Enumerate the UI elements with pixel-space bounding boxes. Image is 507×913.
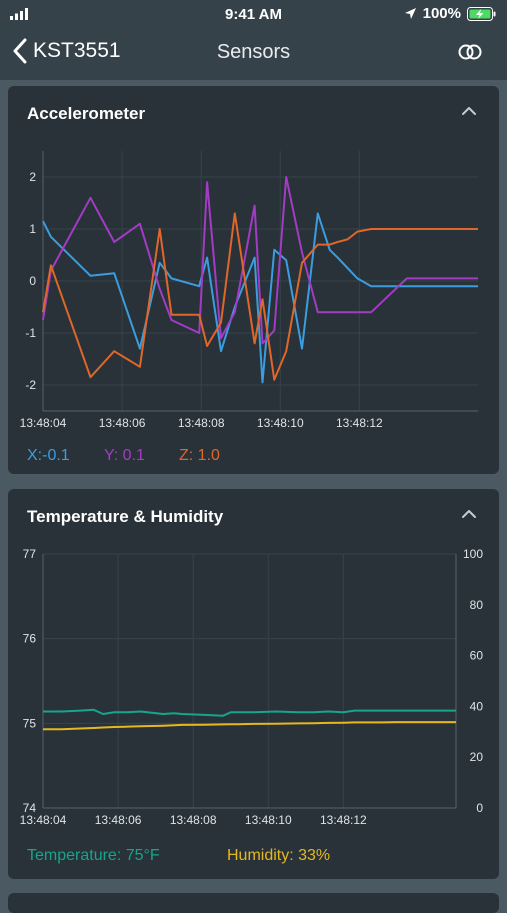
series-line-humidity bbox=[43, 721, 456, 731]
accel-legend-y: Y: 0.1 bbox=[104, 447, 145, 464]
series-line-y bbox=[42, 176, 478, 345]
x-tick-label: 13:48:10 bbox=[257, 416, 304, 430]
chevron-up-icon[interactable] bbox=[461, 106, 477, 116]
y-tick-label: 0 bbox=[29, 274, 36, 288]
y-right-tick-label: 20 bbox=[470, 750, 484, 764]
series-line-z bbox=[42, 212, 478, 381]
battery-percent: 100% bbox=[422, 5, 461, 22]
accel-legend-x: X:-0.1 bbox=[27, 447, 70, 464]
accel-legend-z: Z: 1.0 bbox=[179, 447, 220, 464]
y-tick-label: -1 bbox=[25, 326, 36, 340]
temperature-humidity-card: Temperature & Humidity 74 75 76 77 0 20 40 60 80… bbox=[8, 489, 499, 879]
temperature-humidity-chart: 74 75 76 77 0 20 40 60 80 100 13:48:04 13:48:06 13:4… bbox=[20, 547, 484, 827]
card-title: Temperature & Humidity bbox=[27, 507, 224, 526]
accelerometer-card: Accelerometer -2 -1 0 1 2 13:48:04 13:48:06 13:… bbox=[8, 86, 499, 474]
status-bar: 9:41 AM 100% bbox=[0, 0, 507, 28]
y-tick-label: 1 bbox=[29, 222, 36, 236]
y-left-tick-label: 77 bbox=[23, 547, 37, 561]
y-left-tick-label: 74 bbox=[23, 801, 37, 815]
chevron-up-icon[interactable] bbox=[461, 509, 477, 519]
battery-charging-icon bbox=[467, 6, 496, 21]
y-tick-label: 2 bbox=[29, 170, 36, 184]
x-tick-label: 13:48:06 bbox=[99, 416, 146, 430]
next-sensor-card bbox=[8, 893, 499, 913]
x-tick-label: 13:48:10 bbox=[245, 813, 292, 827]
signal-icon bbox=[10, 8, 28, 20]
y-right-tick-label: 0 bbox=[476, 801, 483, 815]
x-tick-label: 13:48:04 bbox=[20, 416, 67, 430]
y-tick-label: -2 bbox=[25, 378, 36, 392]
nav-bar: KST3551 Sensors bbox=[0, 28, 507, 80]
x-tick-label: 13:48:08 bbox=[178, 416, 225, 430]
location-arrow-icon bbox=[404, 8, 416, 19]
x-tick-label: 13:48:12 bbox=[336, 416, 383, 430]
card-title: Accelerometer bbox=[27, 104, 146, 123]
x-tick-label: 13:48:08 bbox=[170, 813, 217, 827]
x-tick-label: 13:48:06 bbox=[95, 813, 142, 827]
y-right-tick-label: 80 bbox=[470, 598, 484, 612]
series-line-x bbox=[42, 212, 478, 384]
series-line-temperature bbox=[43, 708, 456, 717]
accelerometer-chart: -2 -1 0 1 2 13:48:04 13:48:06 13:48:08 13:48:10 1… bbox=[20, 151, 478, 430]
page-title: Sensors bbox=[216, 41, 291, 63]
y-left-tick-label: 76 bbox=[23, 632, 37, 646]
back-label: KST3551 bbox=[33, 39, 121, 62]
status-time: 9:41 AM bbox=[225, 6, 282, 23]
y-right-tick-label: 60 bbox=[470, 649, 484, 663]
temperature-legend: Temperature: 75°F bbox=[27, 847, 160, 864]
back-button[interactable]: KST3551 bbox=[12, 38, 121, 64]
x-tick-label: 13:48:04 bbox=[20, 813, 67, 827]
link-icon[interactable] bbox=[457, 42, 483, 62]
humidity-legend: Humidity: 33% bbox=[227, 847, 331, 864]
y-right-tick-label: 100 bbox=[463, 547, 483, 561]
chevron-left-icon bbox=[13, 38, 27, 64]
y-right-tick-label: 40 bbox=[470, 699, 484, 713]
y-left-tick-label: 75 bbox=[23, 716, 37, 730]
x-tick-label: 13:48:12 bbox=[320, 813, 367, 827]
